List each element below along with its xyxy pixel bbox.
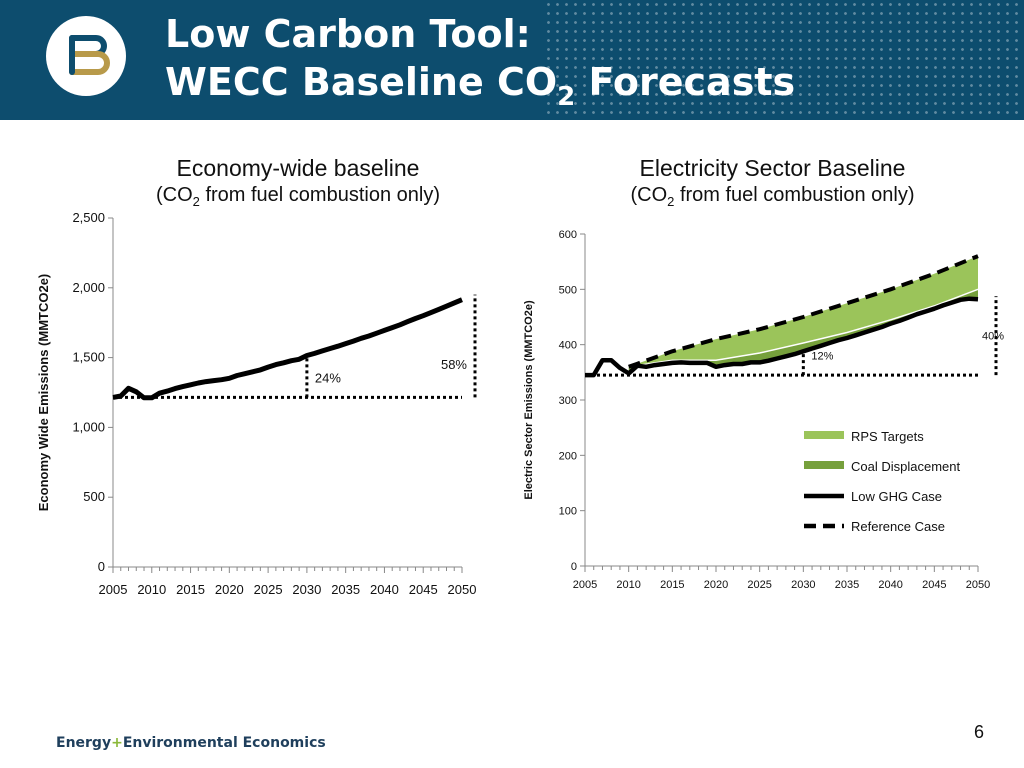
x-tick-label: 2050 bbox=[966, 579, 990, 591]
right-chart-title-main: Electricity Sector Baseline bbox=[639, 155, 906, 181]
footer-brand-plus: + bbox=[111, 735, 123, 751]
left-chart-subtitle: (CO2 from fuel combustion only) bbox=[88, 182, 508, 215]
rps-targets-area bbox=[628, 256, 978, 367]
left-chart-title-main: Economy-wide baseline bbox=[176, 155, 420, 181]
y-axis-label: Economy Wide Emissions (MMTCO2e) bbox=[36, 274, 51, 512]
e3-logo-icon bbox=[69, 35, 110, 75]
emissions-line bbox=[112, 297, 463, 401]
low-ghg-case-line bbox=[585, 296, 979, 378]
x-tick-label: 2015 bbox=[660, 579, 684, 591]
title-line-2-sub: 2 bbox=[557, 82, 576, 112]
left-chart-title: Economy-wide baseline (CO2 from fuel com… bbox=[88, 154, 508, 215]
page-number: 6 bbox=[974, 722, 985, 742]
y-tick-label: 0 bbox=[571, 561, 577, 573]
footer-brand-pre: Energy bbox=[56, 735, 112, 751]
bracket-label: 40% bbox=[982, 330, 1004, 342]
title-line-2-pre: WECC Baseline CO bbox=[165, 60, 558, 104]
legend-label: Coal Displacement bbox=[851, 459, 960, 474]
legend-label: Reference Case bbox=[851, 519, 945, 534]
y-tick-label: 300 bbox=[559, 395, 577, 407]
legend-label: RPS Targets bbox=[851, 429, 924, 444]
left-subtitle-pre: (CO bbox=[155, 184, 193, 206]
y-tick-label: 200 bbox=[559, 450, 577, 462]
x-tick-label: 2050 bbox=[448, 582, 477, 597]
x-tick-label: 2015 bbox=[176, 582, 205, 597]
y-tick-label: 500 bbox=[559, 284, 577, 296]
x-tick-label: 2025 bbox=[254, 582, 283, 597]
x-tick-label: 2020 bbox=[704, 579, 728, 591]
x-tick-label: 2045 bbox=[922, 579, 946, 591]
right-subtitle-sub: 2 bbox=[667, 194, 675, 209]
right-subtitle-post: from fuel combustion only) bbox=[674, 184, 915, 206]
x-tick-label: 2020 bbox=[215, 582, 244, 597]
y-tick-label: 2,500 bbox=[72, 210, 105, 225]
y-tick-label: 400 bbox=[559, 340, 577, 352]
x-tick-label: 2040 bbox=[370, 582, 399, 597]
header-bar: Low Carbon Tool: WECC Baseline CO2 Forec… bbox=[0, 0, 1024, 120]
bracket-label: 58% bbox=[441, 357, 467, 372]
x-tick-label: 2030 bbox=[791, 579, 815, 591]
reference-case-line bbox=[628, 254, 979, 369]
x-tick-label: 2035 bbox=[331, 582, 360, 597]
footer-brand-post: Environmental Economics bbox=[122, 735, 326, 751]
x-tick-label: 2010 bbox=[137, 582, 166, 597]
x-tick-label: 2045 bbox=[409, 582, 438, 597]
page-title: Low Carbon Tool: WECC Baseline CO2 Forec… bbox=[165, 10, 796, 112]
y-tick-label: 0 bbox=[98, 559, 105, 574]
header-dot-pattern bbox=[544, 0, 1024, 120]
y-tick-label: 2,000 bbox=[72, 280, 105, 295]
right-chart-title: Electricity Sector Baseline (CO2 from fu… bbox=[565, 154, 980, 215]
x-tick-label: 2005 bbox=[573, 579, 597, 591]
legend-swatch-coal bbox=[804, 461, 844, 469]
y-axis-label: Electric Sector Emissions (MMTCO2e) bbox=[523, 300, 535, 500]
left-subtitle-post: from fuel combustion only) bbox=[199, 184, 440, 206]
y-tick-label: 500 bbox=[83, 489, 105, 504]
x-tick-label: 2010 bbox=[616, 579, 640, 591]
band-divider-line bbox=[628, 288, 979, 368]
x-tick-label: 2030 bbox=[292, 582, 321, 597]
legend-swatch-rps bbox=[804, 431, 844, 439]
title-line-1: Low Carbon Tool: bbox=[165, 12, 531, 56]
y-tick-label: 600 bbox=[559, 229, 577, 241]
x-tick-label: 2005 bbox=[99, 582, 128, 597]
bracket-label: 24% bbox=[315, 370, 341, 385]
title-line-2: WECC Baseline CO2 Forecasts bbox=[165, 58, 796, 112]
y-tick-label: 1,000 bbox=[72, 419, 105, 434]
footer-brand: Energy+Environmental Economics bbox=[56, 735, 326, 751]
y-tick-label: 1,500 bbox=[72, 350, 105, 365]
y-tick-label: 100 bbox=[559, 506, 577, 518]
right-subtitle-pre: (CO bbox=[630, 184, 668, 206]
x-tick-label: 2025 bbox=[747, 579, 771, 591]
x-tick-label: 2035 bbox=[835, 579, 859, 591]
legend-label: Low GHG Case bbox=[851, 489, 942, 504]
left-subtitle-sub: 2 bbox=[192, 194, 200, 209]
title-line-2-post: Forecasts bbox=[575, 60, 796, 104]
x-tick-label: 2040 bbox=[878, 579, 902, 591]
e3-logo bbox=[46, 16, 126, 96]
right-chart-subtitle: (CO2 from fuel combustion only) bbox=[565, 182, 980, 215]
bracket-label: 12% bbox=[811, 350, 833, 362]
